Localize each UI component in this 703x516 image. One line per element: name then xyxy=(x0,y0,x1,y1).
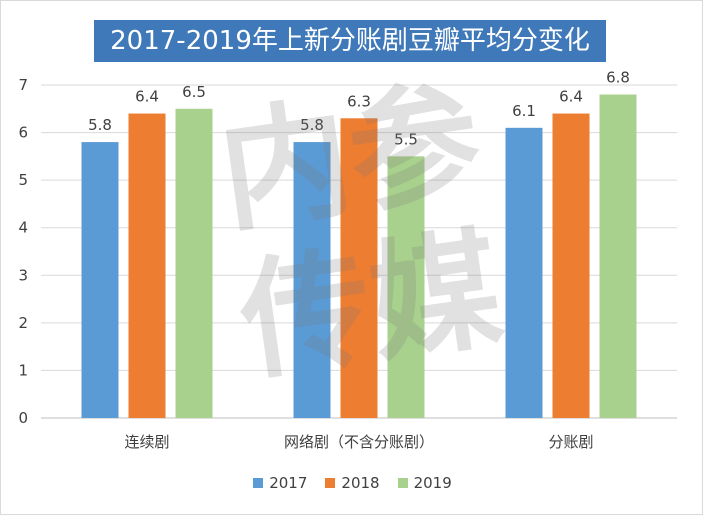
bar xyxy=(81,142,119,419)
x-tick-label: 网络剧（不含分账剧） xyxy=(284,433,434,451)
bar xyxy=(505,127,543,419)
data-label: 6.1 xyxy=(512,102,536,120)
y-tick-label: 0 xyxy=(18,409,28,427)
bar xyxy=(387,156,425,418)
bar xyxy=(599,94,637,418)
y-tick-label: 3 xyxy=(18,266,28,284)
x-tick-label: 分账剧 xyxy=(548,433,593,451)
data-label: 5.5 xyxy=(394,130,418,148)
data-label: 5.8 xyxy=(300,116,324,134)
bar xyxy=(293,142,331,419)
legend-swatch xyxy=(325,478,336,488)
bar xyxy=(175,108,213,419)
y-tick-label: 5 xyxy=(18,171,28,189)
legend-label: 2019 xyxy=(413,474,452,492)
data-label: 6.4 xyxy=(135,88,159,106)
data-label: 6.4 xyxy=(559,88,583,106)
legend-swatch xyxy=(397,478,408,488)
bar xyxy=(552,113,590,419)
y-tick-label: 1 xyxy=(18,361,28,379)
legend-item: 2018 xyxy=(325,474,380,492)
data-label: 6.5 xyxy=(182,83,206,101)
data-label: 6.8 xyxy=(606,69,630,87)
y-tick-label: 2 xyxy=(18,314,28,332)
x-tick-label: 连续剧 xyxy=(124,433,169,451)
y-tick-label: 4 xyxy=(18,219,28,237)
y-tick-label: 6 xyxy=(18,124,28,142)
legend-item: 2017 xyxy=(253,474,307,492)
legend-label: 2018 xyxy=(341,474,380,492)
data-label: 6.3 xyxy=(347,92,371,110)
chart-title: 2017-2019年上新分账剧豆瓣平均分变化 xyxy=(94,20,606,62)
bar xyxy=(340,118,378,419)
data-label: 5.8 xyxy=(88,116,112,134)
legend-label: 2017 xyxy=(269,474,308,492)
y-tick-label: 7 xyxy=(18,76,28,94)
legend-swatch xyxy=(253,478,264,488)
bar xyxy=(128,113,166,419)
legend: 2017 2018 2019 xyxy=(1,471,703,495)
legend-item: 2019 xyxy=(397,474,452,492)
